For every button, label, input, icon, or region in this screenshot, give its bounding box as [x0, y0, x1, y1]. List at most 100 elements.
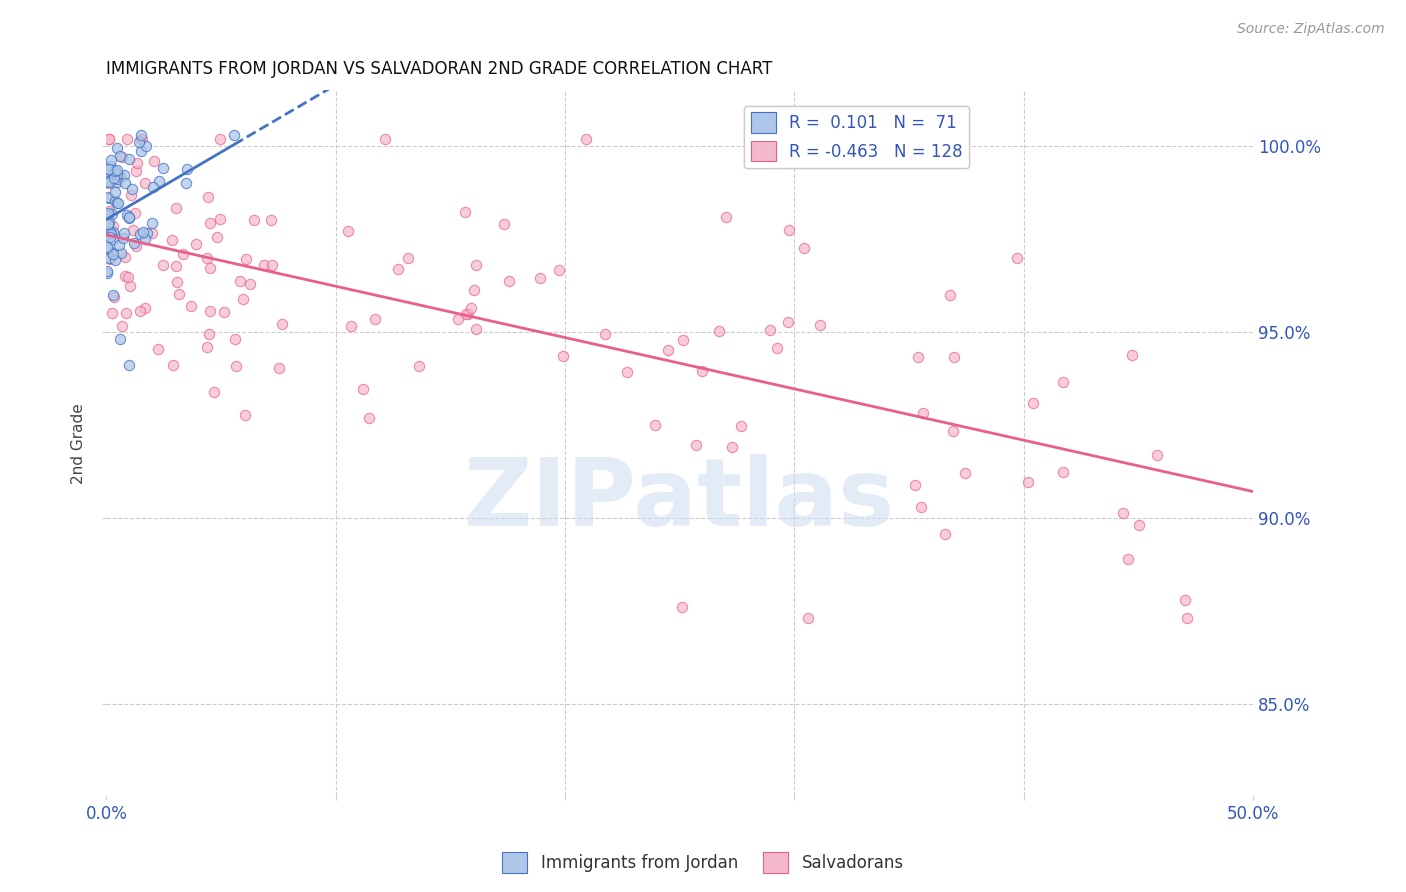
Point [128, 135, 150, 149]
Point [124, 206, 146, 220]
Point [212, 304, 235, 318]
Point [374, 131, 396, 145]
Point [778, 223, 800, 237]
Point [198, 304, 221, 318]
Point [105, 196, 128, 211]
Point [98, 252, 121, 266]
Point [184, 236, 207, 251]
Point [97, 174, 120, 188]
Point [953, 467, 976, 481]
Point [260, 259, 283, 273]
Point [104, 164, 127, 178]
Point [97, 217, 120, 231]
Point [1052, 465, 1074, 479]
Point [125, 156, 148, 170]
Point [690, 364, 713, 378]
Point [112, 226, 135, 240]
Point [176, 162, 198, 177]
Point [96, 206, 118, 220]
Point [135, 139, 157, 153]
Point [253, 258, 276, 272]
Point [107, 196, 129, 211]
Point [195, 251, 218, 265]
Point [141, 226, 163, 240]
Point [100, 227, 122, 241]
Point [1128, 518, 1150, 533]
Point [111, 319, 134, 334]
Point [129, 227, 152, 241]
Point [498, 274, 520, 288]
Point [239, 277, 262, 291]
Point [100, 153, 122, 168]
Point [657, 343, 679, 357]
Point [103, 247, 125, 261]
Point [121, 182, 143, 196]
Point [1005, 251, 1028, 265]
Point [96, 266, 118, 280]
Point [141, 216, 163, 230]
Point [110, 169, 132, 183]
Point [134, 232, 156, 246]
Point [120, 188, 142, 202]
Point [233, 408, 256, 422]
Point [766, 341, 789, 355]
Point [685, 438, 707, 452]
Point [225, 359, 247, 374]
Point [108, 332, 131, 346]
Point [152, 258, 174, 272]
Point [1175, 611, 1198, 625]
Point [97, 242, 120, 256]
Point [98, 131, 121, 145]
Point [1021, 396, 1043, 410]
Point [464, 322, 486, 336]
Point [447, 311, 470, 326]
Point [616, 365, 638, 379]
Point [1017, 475, 1039, 489]
Point [98, 226, 121, 240]
Point [808, 318, 831, 332]
Point [396, 251, 419, 265]
Point [939, 288, 962, 302]
Point [97, 215, 120, 229]
Point [180, 299, 202, 313]
Point [162, 358, 184, 372]
Point [235, 252, 257, 267]
Point [793, 241, 815, 255]
Point [529, 270, 551, 285]
Point [759, 323, 782, 337]
Point [98, 230, 121, 244]
Point [103, 287, 125, 301]
Point [454, 205, 477, 219]
Point [148, 342, 170, 356]
Point [117, 269, 139, 284]
Point [910, 500, 932, 515]
Point [198, 326, 221, 341]
Point [142, 179, 165, 194]
Point [943, 350, 966, 364]
Point [108, 238, 131, 252]
Point [269, 360, 291, 375]
Point [172, 247, 194, 261]
Point [165, 201, 187, 215]
Point [165, 259, 187, 273]
Point [104, 185, 127, 199]
Point [98, 159, 121, 173]
Point [336, 224, 359, 238]
Point [96, 239, 118, 253]
Point [97, 131, 120, 145]
Point [202, 384, 225, 399]
Point [352, 382, 374, 396]
Point [232, 292, 254, 306]
Point [96, 263, 118, 277]
Point [148, 174, 170, 188]
Point [97, 176, 120, 190]
Point [112, 231, 135, 245]
Text: Source: ZipAtlas.com: Source: ZipAtlas.com [1237, 22, 1385, 37]
Point [200, 260, 222, 275]
Point [103, 290, 125, 304]
Point [259, 213, 281, 227]
Point [101, 225, 124, 239]
Point [205, 230, 228, 244]
Point [101, 219, 124, 233]
Point [114, 268, 136, 283]
